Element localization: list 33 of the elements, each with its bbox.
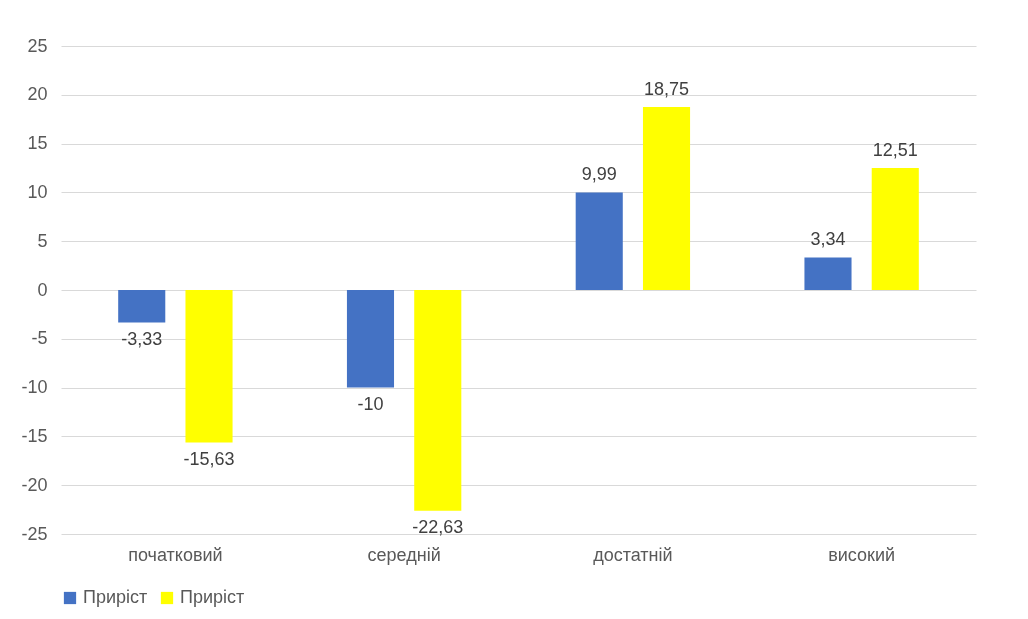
- y-tick-label: 0: [37, 279, 48, 300]
- x-tick-label: достатній: [593, 544, 673, 565]
- y-tick-label: 20: [27, 84, 48, 105]
- bar: [871, 167, 919, 290]
- bar: [414, 290, 462, 511]
- bar: [118, 290, 166, 323]
- x-tick-label: середній: [367, 544, 441, 565]
- bar: [346, 290, 395, 388]
- y-tick-label: 15: [27, 133, 48, 154]
- bar: [642, 107, 691, 290]
- bar: [575, 192, 623, 290]
- y-tick-label: -5: [31, 328, 48, 349]
- y-tick-label: -15: [21, 425, 48, 446]
- legend-label: Приріст: [180, 587, 245, 607]
- data-label: 3,34: [810, 229, 846, 250]
- data-label: -10: [357, 393, 384, 414]
- y-tick-label: -20: [21, 474, 48, 495]
- bar: [185, 290, 233, 443]
- data-label: -3,33: [121, 328, 163, 349]
- x-tick-label: високий: [828, 544, 896, 565]
- bar: [804, 257, 852, 290]
- y-tick-label: 10: [27, 181, 48, 202]
- y-tick-label: 5: [37, 230, 48, 251]
- y-tick-label: 25: [27, 35, 48, 56]
- data-label: 18,75: [643, 79, 690, 99]
- data-label: 12,51: [872, 139, 918, 160]
- data-label: 9,99: [581, 164, 617, 185]
- y-tick-label: -10: [21, 377, 48, 398]
- y-tick-label: -25: [21, 523, 48, 544]
- x-tick-label: початковий: [128, 544, 223, 565]
- data-label: -22,63: [412, 516, 464, 537]
- data-label: -15,63: [183, 448, 235, 469]
- legend-label: Приріст: [83, 587, 148, 607]
